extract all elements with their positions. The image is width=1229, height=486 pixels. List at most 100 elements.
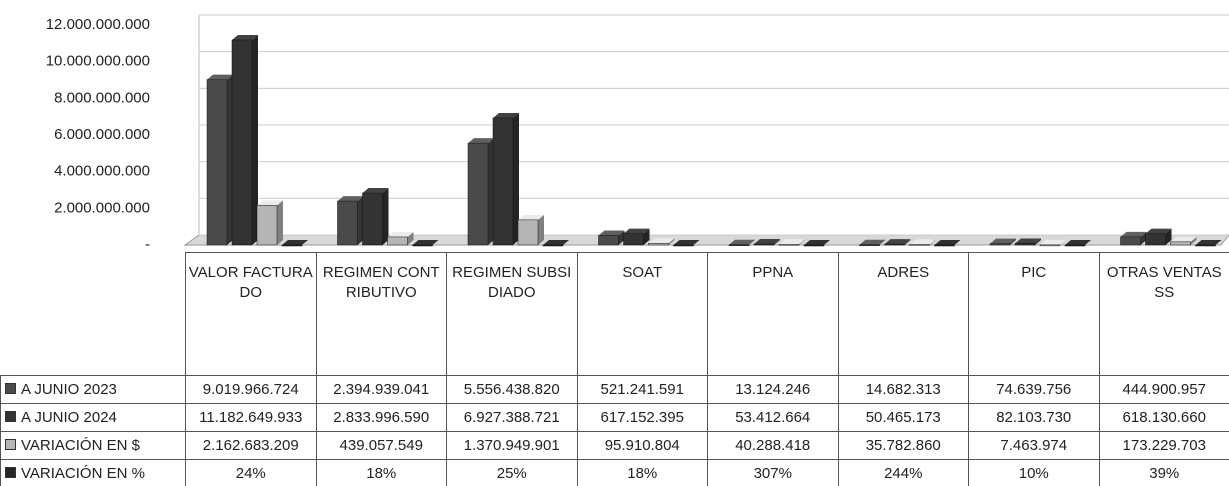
bar-side bbox=[799, 239, 805, 245]
y-tick-label: 8.000.000.000 bbox=[54, 89, 150, 106]
bar-side bbox=[668, 238, 675, 245]
bar bbox=[623, 233, 644, 246]
bar bbox=[1120, 236, 1141, 246]
data-row: A JUNIO 2023 9.019.966.724 2.394.939.041 5.… bbox=[0, 375, 1229, 404]
y-tick-label: 12.000.000.000 bbox=[46, 16, 150, 33]
data-table: VALOR FACTURADO REGIMEN CONTRIBUTIVO REGIM… bbox=[0, 252, 1229, 486]
bar-side bbox=[618, 230, 625, 245]
legend-entry: A JUNIO 2024 bbox=[0, 403, 186, 432]
bar bbox=[281, 244, 303, 247]
legend-label: VARIACIÓN EN $ bbox=[21, 437, 140, 454]
y-tick-label: 4.000.000.000 bbox=[54, 163, 150, 180]
bar-top bbox=[257, 200, 283, 206]
x-tick-label: REGIMEN SUBSIDIADO bbox=[446, 252, 578, 376]
data-label: 244% bbox=[837, 459, 969, 486]
data-label: 617.152.395 bbox=[576, 403, 708, 432]
bar bbox=[728, 244, 750, 247]
blank-cell bbox=[0, 252, 186, 376]
data-label: 6.927.388.721 bbox=[446, 403, 578, 432]
bar-side bbox=[1010, 238, 1016, 245]
y-tick-label: - bbox=[145, 236, 150, 252]
bar bbox=[1039, 244, 1061, 247]
bar-side bbox=[1190, 236, 1197, 245]
bar-top bbox=[1195, 240, 1222, 245]
data-label: 2.833.996.590 bbox=[315, 403, 447, 432]
data-label: 82.103.730 bbox=[968, 403, 1100, 432]
bar-top bbox=[1065, 240, 1091, 245]
bar-side bbox=[749, 239, 755, 245]
bar-side bbox=[538, 214, 544, 245]
data-label: 9.019.966.724 bbox=[185, 375, 317, 404]
legend-label: VARIACIÓN EN % bbox=[21, 465, 145, 482]
bar bbox=[753, 243, 775, 246]
data-label: 24% bbox=[185, 459, 317, 486]
bar-top bbox=[282, 240, 308, 245]
bar-side bbox=[277, 200, 283, 245]
data-label: 50.465.173 bbox=[837, 403, 969, 432]
chart: - 2.000.000.000 4.000.000.000 6.000.000.000… bbox=[46, 14, 1229, 252]
data-label: 14.682.313 bbox=[837, 375, 969, 404]
bar bbox=[412, 244, 433, 247]
data-label: 13.124.246 bbox=[707, 375, 839, 404]
bar-top bbox=[337, 196, 364, 202]
bar bbox=[206, 79, 228, 246]
bar-top bbox=[387, 231, 414, 237]
bar bbox=[934, 244, 955, 247]
bar bbox=[1195, 244, 1216, 247]
bar bbox=[1064, 244, 1086, 247]
bar-side bbox=[407, 231, 414, 245]
bar bbox=[884, 243, 905, 246]
bar-top bbox=[543, 240, 569, 245]
bar bbox=[467, 142, 489, 246]
data-label: 18% bbox=[315, 459, 447, 486]
bar-top bbox=[648, 238, 675, 244]
legend-label: A JUNIO 2023 bbox=[21, 381, 117, 398]
data-label: 5.556.438.820 bbox=[446, 375, 578, 404]
bar-side bbox=[357, 196, 364, 245]
data-label: 25% bbox=[446, 459, 578, 486]
data-label: 2.162.683.209 bbox=[185, 431, 317, 460]
data-label: 7.463.974 bbox=[968, 431, 1100, 460]
bar-top bbox=[779, 239, 805, 245]
legend-swatch bbox=[5, 467, 16, 478]
legend-swatch bbox=[5, 411, 16, 422]
bar-top bbox=[518, 214, 544, 220]
legend-label: A JUNIO 2024 bbox=[21, 409, 117, 426]
data-label: 1.370.949.901 bbox=[446, 431, 578, 460]
bar-side bbox=[929, 239, 936, 245]
data-label: 521.241.591 bbox=[576, 375, 708, 404]
bar bbox=[778, 244, 800, 246]
y-tick-label: 6.000.000.000 bbox=[54, 126, 150, 143]
x-tick-label: OTRAS VENTAS SS bbox=[1098, 252, 1229, 376]
data-label: 35.782.860 bbox=[837, 431, 969, 460]
x-tick-label: PPNA bbox=[707, 252, 839, 376]
x-tick-label: REGIMEN CONTRIBUTIVO bbox=[315, 252, 447, 376]
data-label: 618.130.660 bbox=[1098, 403, 1229, 432]
bar bbox=[989, 243, 1011, 246]
bar-top bbox=[729, 239, 755, 245]
data-row: VARIACIÓN EN % 24% 18% 25% 18% 307% 244% 10% 39% bbox=[0, 459, 1229, 486]
bar bbox=[1145, 233, 1166, 246]
bar-side bbox=[1060, 239, 1066, 245]
bar-top bbox=[1145, 228, 1172, 234]
bar-top bbox=[804, 240, 830, 245]
bar-side bbox=[382, 188, 389, 245]
bar bbox=[517, 219, 539, 246]
x-tick-label: VALOR FACTURADO bbox=[185, 252, 317, 376]
bar-top bbox=[754, 239, 780, 245]
bar-side bbox=[1140, 231, 1147, 245]
legend-entry: VARIACIÓN EN % bbox=[0, 459, 186, 486]
bar-side bbox=[904, 239, 911, 245]
bar bbox=[598, 235, 619, 246]
data-row: A JUNIO 2024 11.182.649.933 2.833.996.590 6… bbox=[0, 403, 1229, 432]
bar-top bbox=[207, 74, 233, 80]
data-label: 11.182.649.933 bbox=[185, 403, 317, 432]
y-tick-label: 10.000.000.000 bbox=[46, 53, 150, 70]
bar-top bbox=[232, 34, 258, 40]
bar-top bbox=[468, 138, 494, 144]
bar bbox=[648, 242, 669, 246]
bar bbox=[1014, 243, 1036, 246]
data-label: 39% bbox=[1098, 459, 1229, 486]
x-tick-label: PIC bbox=[968, 252, 1100, 376]
data-label: 74.639.756 bbox=[968, 375, 1100, 404]
